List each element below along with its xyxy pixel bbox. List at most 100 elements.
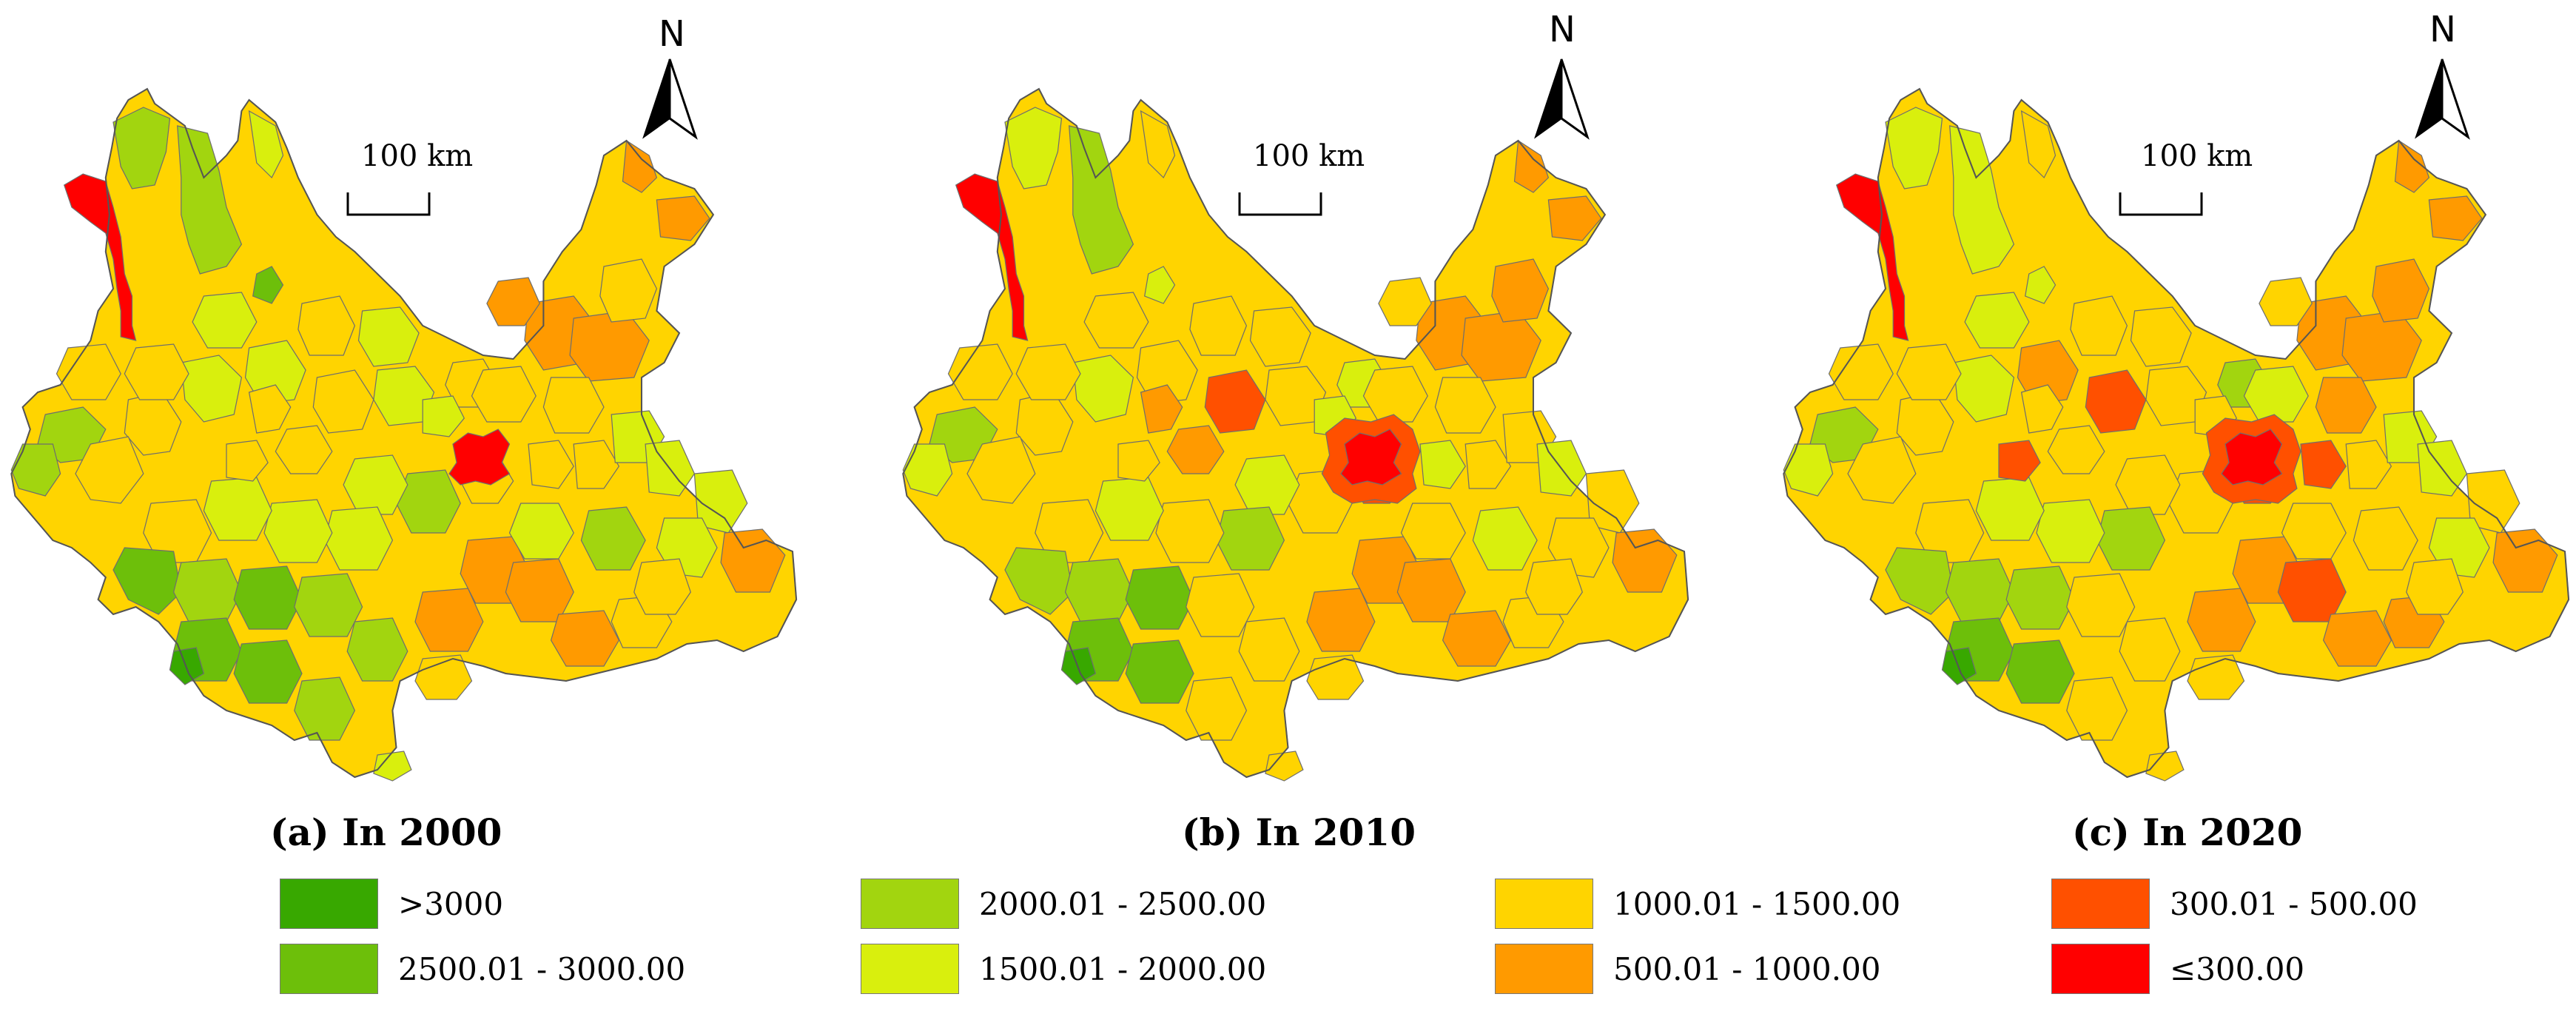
district-region <box>2025 266 2057 304</box>
district-region <box>1964 292 2030 349</box>
district-region <box>1442 610 1512 667</box>
district-region <box>1136 340 1198 404</box>
district-region <box>1612 528 1678 593</box>
district-region <box>2315 377 2377 434</box>
north-arrow-icon <box>1534 58 1590 140</box>
legend-label: 300.01 - 500.00 <box>2170 886 2418 922</box>
map-panel-2010: N 100 km (b) In 2010 <box>892 0 1750 854</box>
district-region <box>1464 440 1512 489</box>
district-region <box>1378 277 1432 326</box>
district-region <box>471 366 537 423</box>
district-region <box>1949 125 2015 275</box>
north-arrow-label: N <box>659 13 685 55</box>
nw-strip-region <box>63 173 137 341</box>
north-arrow-icon <box>2415 58 2470 140</box>
district-region <box>2145 751 2185 782</box>
district-region <box>312 369 374 434</box>
district-region <box>1238 617 1300 682</box>
district-region <box>2428 195 2483 241</box>
legend-swatch <box>861 879 959 929</box>
district-region <box>357 306 420 367</box>
district-region <box>508 503 574 560</box>
district-region <box>2187 654 2245 700</box>
district-region <box>414 654 473 700</box>
district-region <box>294 573 363 637</box>
kunming-core-region <box>448 429 511 486</box>
district-region <box>1155 499 1225 563</box>
district-region <box>2070 295 2128 356</box>
nw-strip-region <box>955 173 1029 341</box>
map-2020 <box>1783 58 2570 782</box>
district-region <box>1189 295 1248 356</box>
district-region <box>1140 110 1176 179</box>
legend-swatch <box>280 879 378 929</box>
district-region <box>252 266 284 304</box>
district-region <box>1125 639 1194 704</box>
district-region <box>75 436 144 504</box>
district-region <box>1306 654 1365 700</box>
district-region <box>343 454 408 515</box>
district-region <box>1015 343 1081 400</box>
district-region <box>1186 676 1248 741</box>
district-region <box>902 443 953 497</box>
map-2010 <box>902 58 1689 782</box>
district-region <box>633 558 691 615</box>
province-border <box>902 87 1689 779</box>
district-region <box>248 110 284 179</box>
scale-bar <box>1238 192 1322 216</box>
district-region <box>580 506 646 571</box>
district-region <box>112 547 182 615</box>
district-region <box>1140 384 1183 434</box>
district-region <box>422 395 465 437</box>
district-region <box>181 355 243 423</box>
province-border <box>1783 87 2570 779</box>
district-region <box>1004 107 1063 189</box>
district-region <box>599 258 658 323</box>
district-region <box>1472 506 1538 571</box>
scale-bar-label: 100 km <box>1253 139 1365 173</box>
district-region <box>573 440 620 489</box>
district-region <box>2372 258 2430 323</box>
district-region <box>1885 107 1943 189</box>
district-region <box>56 343 121 400</box>
legend-label: 1000.01 - 1500.00 <box>1613 886 1901 922</box>
district-region <box>414 588 484 652</box>
district-region <box>2187 588 2256 652</box>
district-region <box>2020 384 2064 434</box>
province-border <box>10 87 798 779</box>
district-region <box>693 469 748 534</box>
district-region <box>2466 469 2520 534</box>
district-region <box>2005 639 2075 704</box>
district-region <box>1783 443 1834 497</box>
legend-label: ≤300.00 <box>2170 951 2305 987</box>
district-region <box>1166 425 1225 474</box>
scale-bar <box>2119 192 2203 216</box>
district-region <box>1975 477 2045 541</box>
district-region <box>1419 440 1466 489</box>
map-panel-2020: N 100 km (c) In 2020 <box>1772 0 2576 854</box>
district-region <box>550 610 620 667</box>
district-region <box>2322 610 2392 667</box>
yunnan-map-2000 <box>10 87 798 782</box>
district-region <box>2017 340 2079 404</box>
district-region <box>2085 369 2147 434</box>
district-region <box>169 647 205 685</box>
legend-swatch <box>2051 944 2150 994</box>
nw-strip-region <box>1835 173 1909 341</box>
scale-bar-label: 100 km <box>361 139 474 173</box>
district-region <box>2492 528 2558 593</box>
district-region <box>2394 139 2430 193</box>
scale-bar <box>346 192 431 216</box>
district-region <box>2259 277 2313 326</box>
district-region <box>1885 547 1954 615</box>
north-arrow-label: N <box>2429 9 2456 50</box>
district-region <box>1547 195 1602 241</box>
legend-label: 500.01 - 1000.00 <box>1613 951 1881 987</box>
legend-swatch <box>861 944 959 994</box>
district-region <box>203 477 272 541</box>
district-region <box>1083 292 1149 349</box>
district-region <box>124 343 189 400</box>
district-region <box>1847 436 1917 504</box>
district-region <box>1585 469 1640 534</box>
yunnan-map-2010 <box>902 87 1689 782</box>
